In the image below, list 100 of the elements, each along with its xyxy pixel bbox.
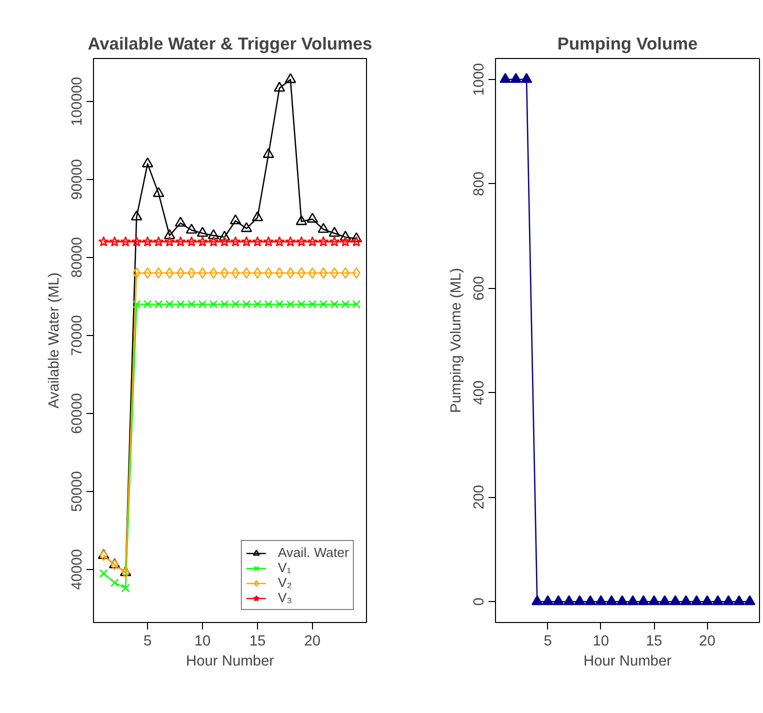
y-tick-label: 0 (472, 598, 488, 606)
point (198, 300, 207, 308)
y-tick-label: 200 (472, 484, 488, 510)
point (219, 236, 230, 247)
point (230, 236, 241, 247)
chart-title: Available Water & Trigger Volumes (88, 34, 372, 54)
point (341, 300, 350, 308)
x-tick-label: 5 (143, 634, 152, 650)
point (341, 267, 350, 279)
point (241, 236, 252, 247)
point (286, 300, 295, 308)
point (186, 224, 198, 234)
point (240, 222, 252, 232)
x-tick-label: 10 (592, 634, 610, 650)
point (174, 216, 186, 227)
point (209, 300, 218, 308)
point (152, 187, 164, 197)
point (130, 210, 142, 220)
x-tick-label: 15 (646, 634, 662, 650)
point (262, 148, 274, 158)
point (230, 214, 242, 224)
point (220, 300, 229, 308)
point (274, 236, 285, 247)
legend-label: V₁ (278, 560, 292, 575)
point (100, 550, 108, 562)
point (328, 226, 340, 237)
point (286, 267, 294, 279)
point (350, 236, 362, 247)
y-tick-label: 80000 (70, 237, 86, 278)
point (252, 211, 264, 222)
point (308, 267, 316, 279)
x-tick-label: 20 (304, 634, 321, 650)
x-tick-label: 10 (194, 634, 211, 650)
point (285, 236, 296, 247)
point (340, 230, 352, 241)
point (196, 226, 208, 237)
point (318, 236, 329, 247)
point (330, 300, 339, 308)
point (275, 267, 284, 279)
point (187, 300, 196, 308)
x-tick-label: 5 (544, 634, 552, 650)
point (121, 584, 130, 592)
y-tick-label: 100000 (70, 76, 86, 126)
point (307, 236, 318, 247)
point (297, 300, 306, 308)
point (330, 267, 338, 279)
y-tick-label: 70000 (70, 315, 86, 356)
point (253, 300, 262, 308)
point (154, 300, 163, 308)
point (143, 300, 152, 308)
point (329, 236, 340, 247)
point (186, 236, 197, 247)
y-tick-label: 40000 (70, 549, 86, 590)
point (350, 232, 362, 242)
legend-label: V₂ (278, 575, 293, 590)
point (142, 236, 153, 247)
point (142, 157, 154, 168)
point (352, 300, 361, 308)
legend-label: V₃ (278, 590, 294, 605)
y-tick-label: 50000 (70, 471, 86, 512)
point (154, 267, 163, 279)
point (218, 230, 230, 241)
point (263, 236, 274, 247)
point (231, 300, 240, 308)
point (253, 267, 262, 279)
point (242, 300, 251, 308)
point (131, 236, 142, 247)
point (188, 267, 196, 279)
point (296, 215, 308, 226)
x-tick-label: 15 (249, 634, 266, 650)
point (176, 267, 185, 279)
point (340, 236, 351, 247)
x-axis-title: Hour Number (186, 654, 274, 670)
point (352, 267, 360, 279)
x-tick-label: 20 (699, 634, 716, 650)
point (319, 300, 328, 308)
point (164, 229, 176, 240)
point (110, 578, 119, 587)
point (274, 82, 286, 92)
point (296, 236, 307, 247)
y-tick-label: 800 (472, 172, 488, 196)
point (176, 300, 185, 308)
point (297, 267, 306, 279)
point (208, 229, 220, 240)
point (318, 222, 330, 233)
y-tick-label: 90000 (70, 159, 86, 200)
x-axis-title: Hour Number (584, 654, 672, 670)
point (252, 236, 263, 247)
point (132, 300, 141, 308)
y-tick-label: 60000 (70, 393, 86, 434)
point (275, 300, 284, 308)
point (109, 236, 120, 247)
point (144, 267, 152, 279)
point (264, 267, 272, 279)
point (98, 236, 110, 247)
point (198, 267, 207, 279)
point (175, 236, 186, 247)
y-tick-label: 400 (472, 380, 488, 405)
point (306, 212, 318, 223)
point (264, 300, 273, 308)
